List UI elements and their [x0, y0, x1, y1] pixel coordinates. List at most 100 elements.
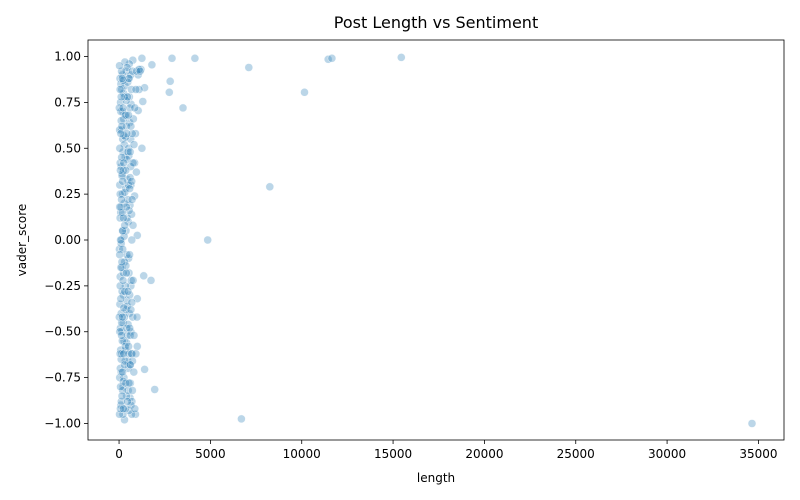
data-point — [118, 226, 127, 236]
data-point — [131, 349, 141, 358]
data-point — [129, 140, 139, 149]
data-point — [121, 226, 131, 236]
plot-frame — [87, 39, 785, 441]
data-point — [127, 177, 136, 186]
data-point — [178, 103, 188, 113]
data-point — [138, 97, 148, 106]
data-point — [203, 235, 212, 245]
data-point — [324, 55, 333, 64]
data-point — [140, 365, 149, 374]
data-point — [125, 360, 135, 369]
data-point — [140, 83, 149, 92]
data-point — [116, 367, 126, 377]
data-point — [117, 331, 126, 340]
y-axis: −1.00 −0.75 −0.50 −0.25 0.00 0.25 0.50 0.75 1.00 — [44, 50, 88, 430]
data-point — [237, 414, 246, 424]
data-point — [119, 303, 129, 313]
data-point — [116, 166, 125, 175]
data-point — [125, 250, 134, 259]
data-point — [121, 342, 130, 351]
data-point — [116, 129, 126, 138]
data-point — [123, 331, 132, 340]
data-point — [128, 312, 137, 322]
data-point — [120, 356, 130, 366]
data-point — [118, 147, 128, 157]
data-point — [131, 129, 140, 138]
data-point — [125, 103, 135, 113]
data-point — [123, 287, 133, 296]
data-point — [118, 367, 127, 377]
y-tick-label: −0.75 — [44, 371, 81, 385]
y-tick-label: 1.00 — [54, 50, 81, 64]
data-point — [117, 257, 127, 267]
x-tick-label: 20000 — [465, 447, 503, 461]
data-point — [128, 158, 138, 168]
data-point — [119, 349, 128, 358]
data-point — [120, 188, 130, 197]
data-point — [265, 182, 274, 192]
data-point — [126, 305, 136, 314]
data-point — [123, 217, 133, 226]
x-axis-label: length — [417, 471, 455, 485]
data-point — [115, 144, 125, 153]
data-point — [115, 349, 125, 358]
data-point — [123, 92, 132, 102]
data-point — [125, 147, 135, 157]
data-point — [118, 276, 128, 285]
x-tick-label: 10000 — [283, 447, 321, 461]
data-point — [119, 268, 128, 278]
data-point — [117, 349, 127, 358]
x-tick-label: 15000 — [374, 447, 412, 461]
chart-title: Post Length vs Sentiment — [334, 13, 538, 32]
data-point — [123, 147, 133, 157]
data-point — [115, 61, 124, 70]
data-point — [118, 244, 127, 254]
data-point — [115, 250, 124, 259]
data-point — [115, 189, 125, 199]
data-point — [121, 378, 131, 388]
data-point — [116, 235, 125, 245]
data-point — [134, 85, 144, 94]
data-point — [121, 66, 131, 76]
data-point — [120, 92, 129, 102]
data-point — [124, 378, 134, 388]
data-point — [128, 276, 138, 285]
data-point — [123, 397, 132, 406]
data-point — [126, 331, 135, 340]
data-point — [117, 66, 126, 76]
data-point — [121, 281, 130, 291]
x-tick-label: 5000 — [195, 447, 226, 461]
data-point — [119, 373, 129, 382]
y-tick-label: 0.75 — [54, 95, 81, 109]
y-tick-label: 0.50 — [54, 141, 81, 155]
data-point — [120, 312, 129, 322]
x-tick-label: 25000 — [557, 447, 595, 461]
y-tick-label: 0.25 — [54, 187, 81, 201]
data-point — [139, 271, 148, 280]
data-point — [122, 268, 131, 278]
x-tick-label: 0 — [115, 447, 123, 461]
y-tick-label: −1.00 — [44, 416, 81, 430]
data-point — [117, 397, 126, 406]
data-point — [115, 202, 124, 212]
data-point — [117, 195, 126, 204]
data-point — [133, 106, 143, 115]
data-point — [124, 110, 133, 120]
data-point — [118, 336, 127, 346]
data-point — [115, 281, 125, 291]
y-tick-label: −0.25 — [44, 279, 81, 293]
data-point — [124, 74, 134, 83]
data-point — [190, 54, 200, 63]
data-point — [117, 287, 127, 296]
data-point — [119, 232, 129, 241]
data-point — [127, 410, 137, 419]
data-point — [116, 323, 125, 333]
data-point — [128, 56, 138, 65]
data-point — [300, 88, 309, 97]
data-point — [130, 103, 140, 113]
data-point — [116, 294, 126, 303]
data-point — [117, 391, 127, 401]
data-point — [118, 410, 128, 419]
data-point — [116, 92, 126, 102]
data-point — [244, 63, 254, 72]
